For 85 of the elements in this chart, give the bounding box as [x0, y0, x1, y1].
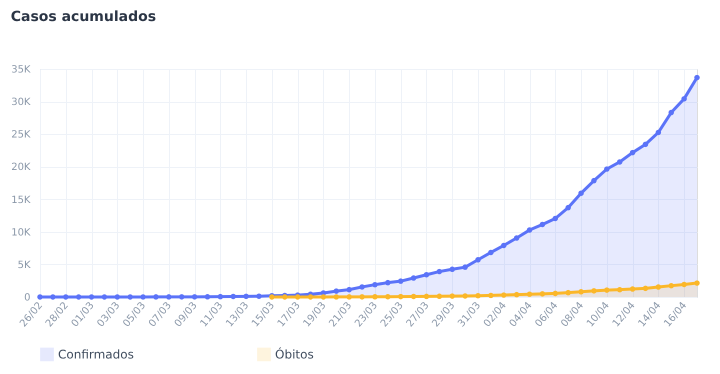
- y-tick-label: 20K: [11, 162, 31, 174]
- point: [616, 159, 622, 165]
- point: [668, 110, 674, 116]
- point: [256, 293, 262, 299]
- point: [127, 294, 133, 300]
- chart-title: Casos acumulados: [10, 9, 156, 25]
- point: [578, 190, 584, 196]
- point: [668, 282, 674, 288]
- point: [218, 294, 224, 300]
- point: [694, 74, 700, 80]
- point: [398, 278, 404, 284]
- point: [681, 282, 687, 288]
- legend-label: Óbitos: [275, 346, 314, 362]
- point: [526, 227, 532, 233]
- point: [578, 289, 584, 295]
- point: [565, 290, 571, 296]
- point: [642, 142, 648, 148]
- point: [488, 250, 494, 256]
- point: [385, 294, 391, 300]
- point: [681, 96, 687, 102]
- y-tick-label: 0: [24, 292, 30, 304]
- point: [359, 294, 365, 300]
- point: [514, 292, 520, 298]
- point: [346, 286, 352, 292]
- point: [204, 294, 210, 300]
- point: [540, 291, 546, 297]
- point: [424, 294, 430, 300]
- point: [372, 282, 378, 288]
- y-tick-label: 35K: [11, 64, 31, 76]
- point: [501, 292, 507, 298]
- point: [591, 178, 597, 184]
- point: [475, 292, 481, 298]
- point: [642, 286, 648, 292]
- y-tick-label: 25K: [11, 130, 31, 141]
- point: [410, 275, 416, 281]
- y-tick-label: 10K: [11, 227, 31, 238]
- point: [449, 293, 455, 299]
- point: [436, 268, 442, 274]
- point: [424, 272, 430, 278]
- point: [526, 291, 532, 297]
- point: [501, 242, 507, 248]
- point: [552, 216, 558, 222]
- y-tick-label: 15K: [11, 194, 31, 206]
- point: [540, 222, 546, 228]
- point: [50, 294, 56, 300]
- point: [359, 284, 365, 290]
- point: [656, 130, 662, 136]
- point: [372, 294, 378, 300]
- point: [552, 290, 558, 296]
- point: [178, 294, 184, 300]
- point: [656, 284, 662, 290]
- point: [192, 294, 198, 300]
- point: [320, 294, 326, 300]
- legend-label: Confirmados: [58, 347, 134, 362]
- point: [630, 286, 636, 292]
- point: [334, 294, 340, 300]
- point: [334, 288, 340, 294]
- point: [604, 166, 610, 172]
- y-tick-label: 30K: [11, 97, 31, 108]
- point: [616, 286, 622, 292]
- point: [462, 293, 468, 299]
- point: [488, 292, 494, 298]
- point: [166, 294, 172, 300]
- point: [449, 266, 455, 272]
- point: [385, 280, 391, 286]
- point: [630, 150, 636, 156]
- point: [153, 294, 159, 300]
- y-tick-label: 5K: [18, 260, 31, 271]
- point: [346, 294, 352, 300]
- point: [591, 288, 597, 294]
- point: [475, 257, 481, 262]
- point: [565, 204, 571, 210]
- point: [308, 294, 314, 300]
- point: [88, 294, 94, 300]
- point: [76, 294, 82, 300]
- point: [436, 294, 442, 300]
- point: [37, 294, 43, 300]
- point: [514, 235, 520, 241]
- point: [140, 294, 146, 300]
- point: [243, 294, 249, 300]
- point: [462, 264, 468, 270]
- point: [398, 294, 404, 300]
- point: [410, 294, 416, 300]
- point: [102, 294, 108, 300]
- point: [694, 280, 700, 286]
